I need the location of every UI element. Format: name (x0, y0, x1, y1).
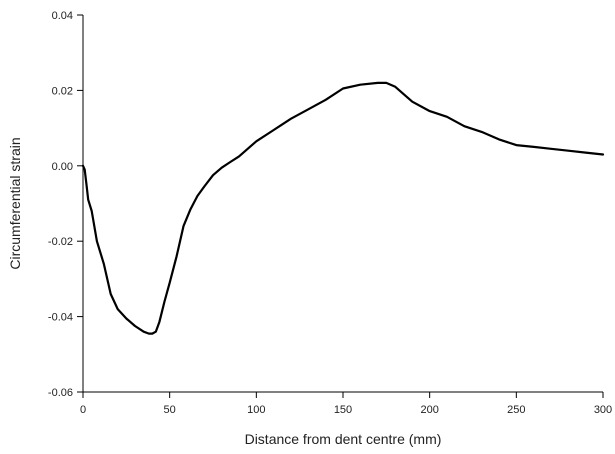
x-tick-label: 150 (334, 404, 352, 416)
x-tick-label: 200 (420, 404, 438, 416)
x-tick-label: 300 (594, 404, 612, 416)
strain-series-line (81, 81, 605, 335)
y-axis-ticks: -0.06 -0.04 -0.02 0.00 0.02 0.04 (48, 10, 83, 399)
y-tick-label: 0.04 (52, 10, 73, 22)
y-tick-label: -0.06 (48, 387, 73, 399)
x-tick-label: 50 (164, 404, 176, 416)
y-tick-label: 0.00 (52, 161, 73, 173)
y-tick-label: -0.04 (48, 312, 73, 324)
y-axis-title: Circumferential strain (7, 137, 23, 269)
x-axis-ticks: 0 50 100 150 200 250 300 (80, 392, 612, 416)
y-tick-label: 0.02 (52, 85, 73, 97)
x-tick-label: 100 (247, 404, 265, 416)
x-tick-label: 250 (507, 404, 525, 416)
y-tick-label: -0.02 (48, 236, 73, 248)
x-axis-title: Distance from dent centre (mm) (245, 431, 442, 447)
x-tick-label: 0 (80, 404, 86, 416)
